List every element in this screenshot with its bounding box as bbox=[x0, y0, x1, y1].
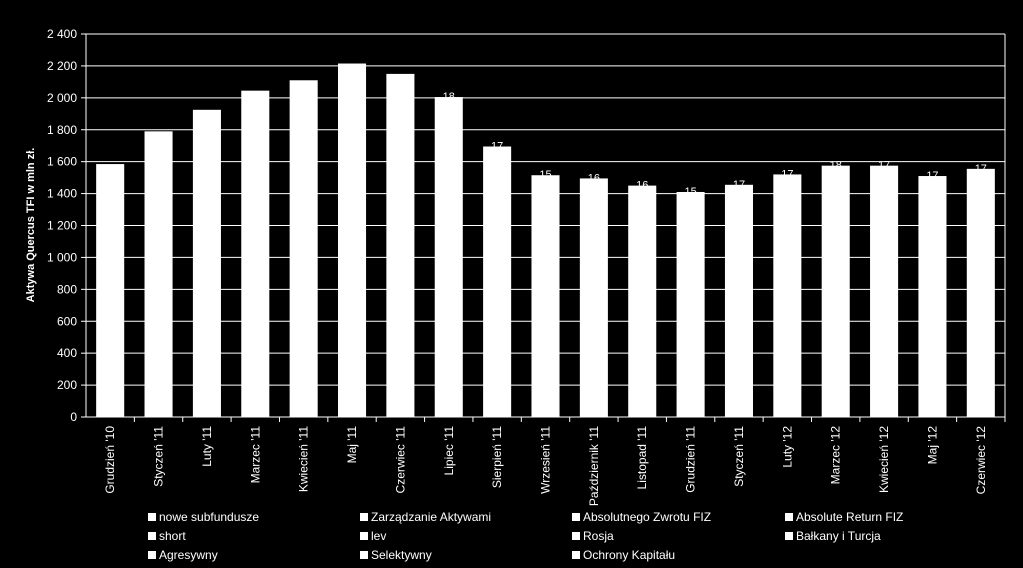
legend-swatch bbox=[148, 532, 156, 540]
y-tick-label: 2 400 bbox=[47, 27, 77, 41]
legend-entry: Rosja bbox=[583, 529, 614, 543]
legend-entry: Zarządzanie Aktywami bbox=[371, 510, 491, 524]
x-tick-label: Grudzień '10 bbox=[103, 426, 117, 494]
x-tick-label: Wrzesień '11 bbox=[539, 426, 553, 494]
bar bbox=[96, 164, 125, 417]
bars bbox=[96, 63, 995, 418]
legend-swatch bbox=[572, 532, 580, 540]
legend-entry: short bbox=[159, 529, 186, 543]
data-label: 17 bbox=[781, 168, 793, 180]
x-tick-label: Lipiec '11 bbox=[442, 426, 456, 476]
legend-entry: Agresywny bbox=[159, 548, 218, 562]
x-tick-label: Czerwiec '12 bbox=[974, 426, 988, 495]
data-label: 17 bbox=[878, 160, 890, 172]
legend-entry: lev bbox=[371, 529, 386, 543]
y-tick-label: 400 bbox=[57, 346, 77, 360]
data-labels: 18 17 15 16 16 15 17 17 18 17 17 17 bbox=[443, 91, 987, 198]
data-label: 17 bbox=[926, 170, 938, 182]
bar bbox=[821, 165, 850, 417]
y-tick-label: 1 200 bbox=[47, 219, 77, 233]
bar bbox=[241, 90, 270, 417]
bar bbox=[386, 73, 415, 417]
bar bbox=[531, 175, 560, 417]
bar bbox=[628, 185, 657, 417]
bar bbox=[434, 97, 463, 418]
y-tick-labels: 0 200 400 600 800 1 000 1 200 1 400 1 600 1 800 2 … bbox=[47, 27, 77, 424]
data-label: 16 bbox=[636, 180, 648, 192]
bar bbox=[579, 178, 608, 417]
bar bbox=[724, 184, 754, 417]
x-tick-label: Styczeń '11 bbox=[152, 426, 166, 487]
y-tick-label: 1 800 bbox=[47, 123, 77, 137]
bar bbox=[966, 168, 995, 417]
bar bbox=[337, 63, 367, 417]
y-tick-label: 1 600 bbox=[47, 155, 77, 169]
legend-swatch bbox=[360, 551, 368, 559]
x-tick-label: Luty '11 bbox=[200, 426, 214, 467]
y-tick-label: 600 bbox=[57, 314, 77, 328]
bar bbox=[483, 146, 512, 417]
x-tick-label: Styczeń '11 bbox=[732, 426, 746, 487]
legend-entry: Bałkany i Turcja bbox=[796, 529, 881, 543]
y-tick-label: 800 bbox=[57, 282, 77, 296]
bar bbox=[773, 174, 802, 417]
legend-swatch bbox=[785, 513, 793, 521]
x-tick-label: Maj '12 bbox=[925, 426, 939, 465]
data-label: 17 bbox=[975, 163, 987, 175]
x-tick-label: Kwiecień '11 bbox=[297, 426, 311, 492]
y-tick-label: 200 bbox=[57, 378, 77, 392]
data-label: 16 bbox=[588, 172, 600, 184]
data-label: 18 bbox=[830, 160, 842, 172]
legend-swatch bbox=[360, 532, 368, 540]
bar bbox=[192, 109, 221, 417]
legend-entry: Ochrony Kapitału bbox=[583, 548, 675, 562]
legend: nowe subfundusze Zarządzanie Aktywami Abso… bbox=[148, 510, 903, 562]
data-label: 17 bbox=[733, 179, 745, 191]
legend-swatch bbox=[785, 532, 793, 540]
x-tick-label: Sierpień '11 bbox=[490, 426, 504, 488]
data-label: 15 bbox=[684, 186, 696, 198]
x-tick-label: Kwiecień '12 bbox=[877, 426, 891, 493]
x-tick-label: Marzec '11 bbox=[248, 426, 262, 484]
x-tick-label: Październik '11 bbox=[587, 426, 601, 506]
x-tick-label: Maj '11 bbox=[345, 426, 359, 464]
data-label: 17 bbox=[491, 141, 503, 153]
y-tick-label: 2 200 bbox=[47, 59, 77, 73]
legend-swatch bbox=[148, 551, 156, 559]
y-tick-label: 1 400 bbox=[47, 187, 77, 201]
legend-entry: nowe subfundusze bbox=[159, 510, 259, 524]
x-tick-label: Listopad '11 bbox=[635, 426, 649, 490]
y-axis-label: Aktywa Quercus TFI w mln zł. bbox=[25, 148, 37, 303]
axes bbox=[85, 34, 1006, 422]
legend-swatch bbox=[572, 551, 580, 559]
data-label: 18 bbox=[443, 91, 455, 103]
x-tick-label: Luty '12 bbox=[780, 426, 794, 468]
x-tick-label: Marzec '12 bbox=[829, 426, 843, 485]
bar bbox=[870, 165, 899, 417]
legend-swatch bbox=[360, 513, 368, 521]
bar bbox=[289, 80, 318, 417]
bar bbox=[144, 131, 173, 418]
legend-swatch bbox=[148, 513, 156, 521]
legend-entry: Selektywny bbox=[371, 548, 432, 562]
x-tick-label: Czerwiec '11 bbox=[393, 426, 407, 494]
y-tick-label: 0 bbox=[70, 410, 77, 424]
bar bbox=[918, 176, 947, 417]
x-tick-label: Grudzień '11 bbox=[684, 426, 698, 493]
legend-entry: Absolute Return FIZ bbox=[796, 510, 903, 524]
y-tick-label: 2 000 bbox=[47, 91, 77, 105]
y-tick-label: 1 000 bbox=[47, 250, 77, 264]
x-tick-labels: Grudzień '10 Styczeń '11 Luty '11 Marzec '1… bbox=[103, 426, 988, 506]
data-label: 15 bbox=[539, 169, 551, 181]
legend-swatch bbox=[572, 513, 580, 521]
bar bbox=[676, 191, 705, 417]
legend-entry: Absolutnego Zwrotu FIZ bbox=[583, 510, 711, 524]
